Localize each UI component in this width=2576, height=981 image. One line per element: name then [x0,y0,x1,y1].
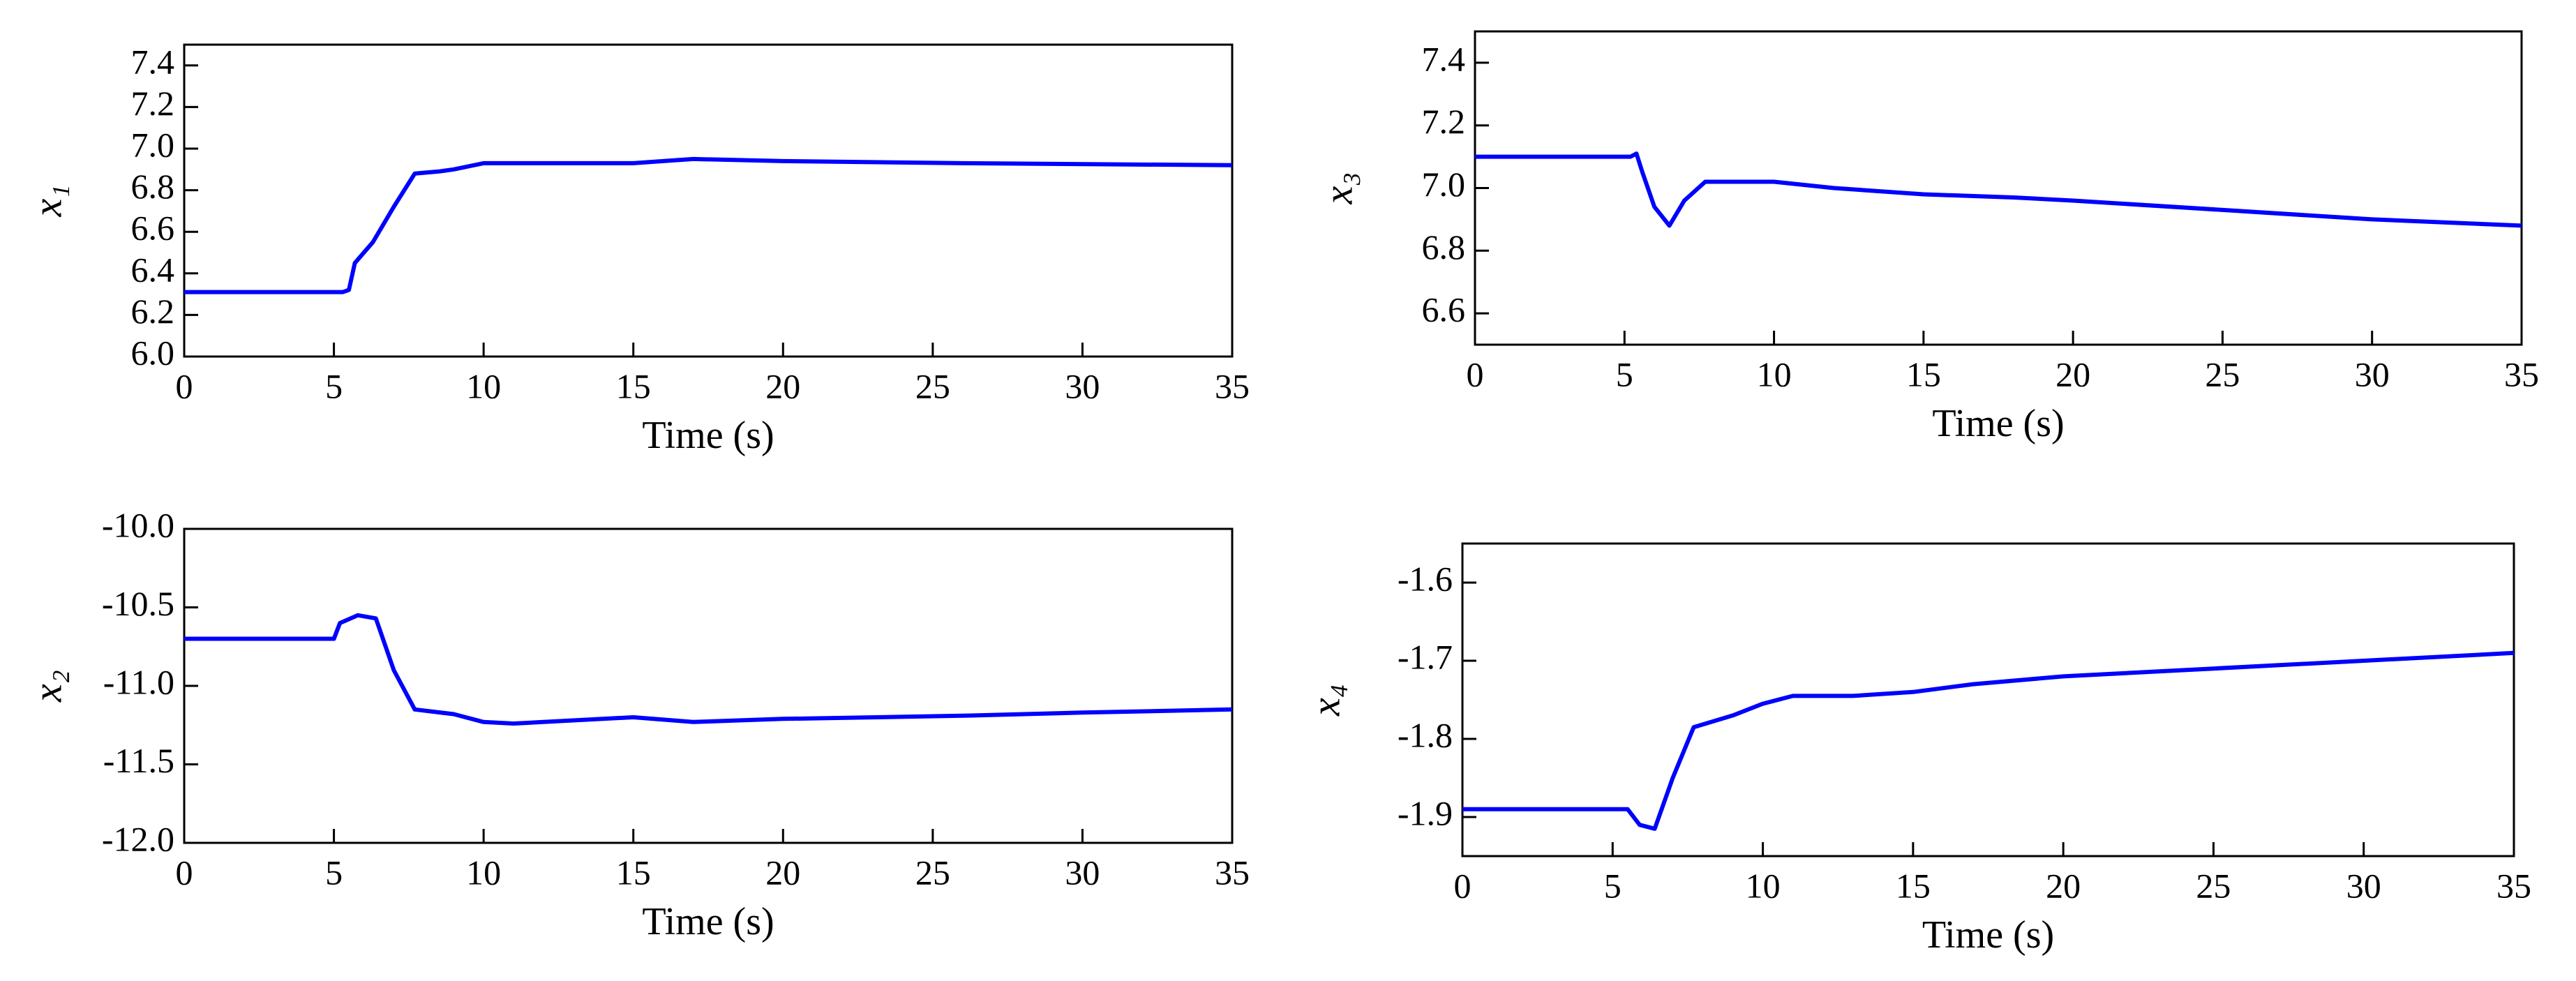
x-tick-label: 20 [2046,866,2081,905]
x-tick-label: 10 [1746,866,1781,905]
x-tick-label: 5 [1604,866,1622,905]
y-tick-label: 7.0 [131,125,175,164]
x-axis-label: Time (s) [642,414,774,457]
x-axis-label: Time (s) [642,900,774,943]
x-tick-label: 5 [325,366,343,405]
y-tick-label: 6.8 [131,167,175,206]
x-tick-label: 0 [1467,354,1484,394]
x-tick-label: 30 [1065,853,1100,892]
data-line [184,156,1233,294]
x-tick-label: 30 [2355,354,2390,394]
x-tick-label: 5 [325,853,343,892]
x-axis-label: Time (s) [1922,913,2054,957]
x-tick-label: 35 [1215,366,1250,405]
y-axis-label: x₄ [1303,684,1348,717]
x-tick-label: 15 [616,853,651,892]
x-tick-label: 10 [466,366,501,405]
y-tick-label: 6.6 [131,209,175,248]
x-tick-label: 35 [1215,853,1250,892]
y-tick-label: 6.4 [131,250,175,289]
x-tick-label: 10 [466,853,501,892]
x-tick-label: 25 [915,366,950,405]
x-tick-label: 0 [176,366,193,405]
y-tick-label: 6.2 [131,292,175,331]
data-line [184,613,1233,726]
y-tick-label: 6.0 [131,333,175,372]
x-tick-label: 35 [2504,354,2539,394]
x-tick-label: 15 [1906,354,1941,394]
y-tick-label: -1.7 [1398,637,1453,676]
y-tick-label: -11.0 [103,662,174,701]
x-tick-label: 0 [176,853,193,892]
plot-frame [1461,542,2515,858]
y-tick-label: 7.4 [1422,39,1466,78]
x-tick-label: 20 [765,366,800,405]
x-tick-label: 25 [915,853,950,892]
y-tick-label: 7.2 [131,84,175,123]
y-tick-label: -1.8 [1398,715,1453,754]
x-tick-label: 35 [2496,866,2531,905]
x-tick-label: 10 [1757,354,1792,394]
data-line [1462,650,2515,831]
y-tick-label: 6.8 [1422,227,1466,267]
y-tick-label: -1.6 [1398,559,1453,598]
data-line [1475,151,2522,228]
x-axis-label: Time (s) [1932,402,2064,445]
x-tick-label: 15 [616,366,651,405]
y-tick-label: -11.5 [103,741,174,780]
x-tick-label: 30 [2346,866,2381,905]
plot-frame [183,527,1234,844]
y-tick-label: 7.0 [1422,165,1466,204]
y-tick-label: -1.9 [1398,793,1453,832]
x-tick-label: 25 [2205,354,2240,394]
y-tick-label: -12.0 [102,819,174,858]
x-tick-label: 5 [1616,354,1633,394]
x-tick-label: 20 [765,853,800,892]
y-tick-label: -10.5 [102,584,174,623]
y-tick-label: 6.6 [1422,290,1466,329]
plot-frame [183,43,1234,358]
y-axis-label: x₃ [1315,172,1361,205]
x-tick-label: 0 [1454,866,1472,905]
plot-frame [1474,30,2523,346]
x-tick-label: 25 [2196,866,2231,905]
y-tick-label: 7.2 [1422,102,1466,141]
y-tick-label: -10.0 [102,505,174,544]
x-tick-label: 15 [1896,866,1931,905]
y-axis-label: x₂ [24,670,70,703]
y-axis-label: x₁ [24,185,70,218]
x-tick-label: 20 [2055,354,2090,394]
x-tick-label: 30 [1065,366,1100,405]
y-tick-label: 7.4 [131,42,175,81]
